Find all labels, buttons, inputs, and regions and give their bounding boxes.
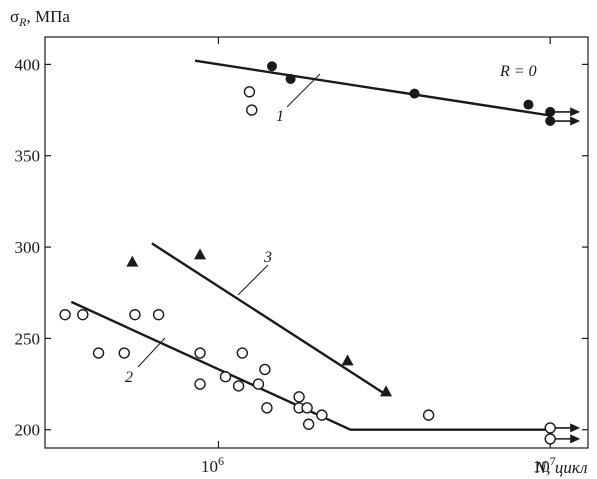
data-point-open-circle (544, 422, 556, 434)
y-tick-label: 200 (15, 421, 41, 440)
y-axis-label-sigma: σ (10, 7, 19, 26)
data-point-open-circle (129, 308, 141, 321)
data-point-triangle (341, 354, 354, 366)
x-tick-label-base: 10 (533, 457, 550, 476)
data-point-open-circle (194, 347, 206, 359)
data-point-open-circle (246, 104, 258, 116)
y-axis-label-unit: , МПа (27, 7, 71, 26)
x-tick-label: 107 (533, 454, 556, 476)
data-point-open-circle (544, 433, 556, 445)
annotation-r-label: R = 0 (499, 63, 537, 80)
y-tick-label: 400 (15, 55, 41, 74)
leader-line-3 (237, 264, 269, 296)
data-point-triangle (380, 385, 393, 397)
annotation-curve-1: 1 (276, 108, 284, 125)
data-point-filled-circle (545, 106, 556, 117)
data-point-open-circle (316, 409, 328, 421)
y-tick-label: 250 (15, 329, 41, 348)
x-tick-label-exp: 7 (550, 454, 556, 468)
plot-frame (44, 36, 589, 449)
data-point-open-circle (259, 363, 271, 376)
y-tick-label: 350 (15, 147, 41, 166)
x-axis-label: N, цикл (534, 458, 588, 477)
fit-line-1 (194, 59, 551, 117)
x-tick-label: 106 (201, 454, 224, 476)
annotation-curve-3: 3 (263, 249, 272, 266)
data-point-open-circle (118, 347, 130, 359)
runout-arrow-head (570, 116, 581, 126)
data-point-open-circle (252, 378, 265, 390)
data-point-open-circle (301, 402, 313, 414)
leader-line-1 (286, 73, 321, 108)
data-point-filled-circle (409, 88, 420, 99)
data-point-open-circle (422, 409, 435, 421)
data-point-filled-circle (523, 99, 534, 110)
data-point-filled-circle (545, 116, 556, 127)
runout-arrow-head (570, 434, 581, 444)
data-point-open-circle (92, 347, 105, 359)
x-tick-label-exp: 6 (218, 454, 224, 468)
data-point-filled-circle (285, 74, 296, 85)
data-point-open-circle (261, 402, 273, 414)
annotation-curve-2: 2 (125, 369, 133, 386)
data-point-open-circle (77, 308, 89, 321)
y-tick-label: 300 (15, 238, 41, 257)
data-point-open-circle (243, 86, 256, 98)
runout-arrow-head (570, 423, 581, 433)
data-point-open-circle (293, 391, 305, 403)
data-point-open-circle (302, 418, 315, 430)
data-point-open-circle (194, 378, 206, 390)
data-point-open-circle (152, 308, 165, 321)
leader-line-2 (137, 337, 166, 368)
y-axis-label-sub: R (18, 15, 27, 29)
y-axis-label: σR, МПа (10, 7, 70, 29)
data-point-open-circle (232, 380, 245, 392)
fit-line-2 (70, 300, 551, 431)
data-point-filled-circle (266, 61, 277, 72)
data-point-open-circle (236, 347, 249, 359)
data-point-triangle (194, 248, 207, 260)
runout-arrow-head (570, 107, 581, 117)
data-point-triangle (126, 255, 139, 267)
x-tick-label-base: 10 (201, 457, 218, 476)
data-point-open-circle (219, 371, 232, 383)
data-point-open-circle (59, 308, 71, 321)
fit-line-3 (151, 242, 385, 395)
